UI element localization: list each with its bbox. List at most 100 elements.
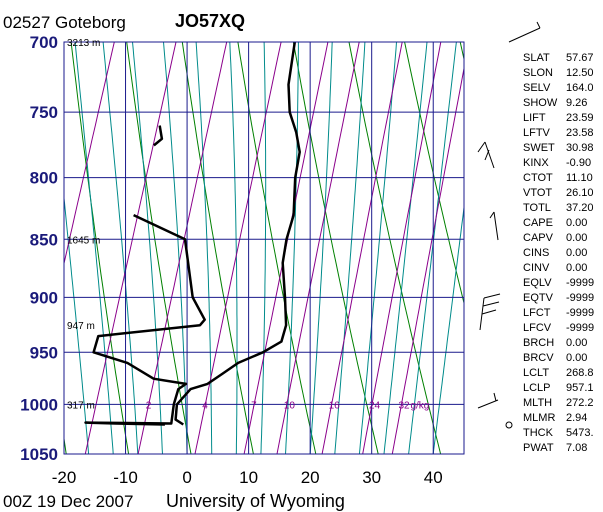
index-value: 272.2 — [566, 397, 594, 409]
pressure-tick-label: 1000 — [20, 395, 58, 414]
index-value: 11.10 — [566, 172, 593, 184]
index-name: LFCV — [523, 322, 552, 334]
temperature-tick-label: 10 — [239, 468, 258, 487]
wind-barb — [508, 27, 541, 43]
mixing-ratio-line — [84, 42, 177, 454]
index-value: 5473. — [566, 427, 594, 439]
index-name: MLTH — [523, 397, 552, 409]
index-name: SLAT — [523, 52, 550, 64]
index-name: BRCH — [523, 337, 554, 349]
index-value: 164.0 — [566, 82, 594, 94]
index-value: -9999 — [566, 292, 594, 304]
index-value: 9.26 — [566, 97, 587, 109]
index-name: KINX — [523, 157, 549, 169]
wind-barb — [483, 293, 501, 299]
index-name: LFTV — [523, 127, 551, 139]
height-label: 1645 m — [67, 235, 100, 246]
dewpoint-profile — [84, 213, 206, 426]
temperature-tick-label: 0 — [182, 468, 191, 487]
pressure-tick-label: 1050 — [20, 445, 58, 464]
index-value: 0.00 — [566, 232, 587, 244]
index-value: -9999 — [566, 307, 594, 319]
index-value: 957.1 — [566, 382, 594, 394]
index-value: 0.00 — [566, 262, 587, 274]
plot-frame — [63, 41, 465, 455]
dewpoint-profile-upper — [153, 125, 164, 147]
height-label: 3213 m — [67, 38, 100, 49]
mixing-ratio-unit: g/kg — [410, 400, 429, 411]
moist-adiabat — [383, 42, 428, 454]
height-label: 317 m — [67, 400, 95, 411]
index-name: CTOT — [523, 172, 553, 184]
index-name: LCLT — [523, 367, 549, 379]
mixing-ratio-line — [276, 42, 360, 454]
mixing-ratio-line — [194, 42, 282, 454]
wind-barb — [489, 211, 495, 219]
index-value: 26.10 — [566, 187, 594, 199]
temperature-profile — [174, 42, 301, 426]
index-name: CAPV — [523, 232, 554, 244]
index-name: CAPE — [523, 217, 553, 229]
wind-barb — [536, 21, 541, 29]
index-name: LIFT — [523, 112, 546, 124]
wind-barb — [493, 392, 497, 402]
index-value: 0.00 — [566, 352, 587, 364]
index-value: -0.90 — [566, 157, 591, 169]
wind-barbs — [477, 21, 541, 429]
index-value: 12.50 — [566, 67, 594, 79]
mixing-ratio-label: 4 — [202, 400, 208, 411]
index-value: -9999 — [566, 277, 594, 289]
moist-adiabat — [408, 42, 457, 454]
dry-adiabat — [348, 42, 442, 454]
moist-adiabat — [260, 42, 267, 454]
moist-adiabat — [334, 42, 366, 454]
index-value: 0.00 — [566, 247, 587, 259]
moist-adiabat — [309, 42, 333, 454]
pressure-tick-label: 950 — [30, 343, 58, 362]
index-value: 7.08 — [566, 442, 587, 454]
mixing-ratio-label: 16 — [329, 400, 341, 411]
index-value: 30.98 — [566, 142, 594, 154]
index-value: 268.8 — [566, 367, 594, 379]
moist-adiabat — [358, 42, 397, 454]
moist-adiabat — [285, 42, 299, 454]
wind-barb — [482, 301, 500, 307]
temperature-tick-label: 40 — [424, 468, 443, 487]
wind-barb — [481, 309, 497, 315]
index-name: THCK — [523, 427, 554, 439]
index-name: LFCT — [523, 307, 551, 319]
index-value: 0.00 — [566, 217, 587, 229]
station-id: JO57XQ — [175, 11, 245, 31]
sounding-time: 00Z 19 Dec 2007 — [3, 492, 133, 511]
pressure-tick-label: 850 — [30, 230, 58, 249]
mixing-ratio-line — [64, 42, 115, 266]
mixing-ratio-line — [243, 42, 329, 454]
index-name: TOTL — [523, 202, 551, 214]
calm-wind-circle — [505, 421, 513, 429]
pressure-tick-label: 900 — [30, 288, 58, 307]
dry-adiabat — [181, 42, 254, 454]
index-name: SELV — [523, 82, 551, 94]
index-value: 23.59 — [566, 112, 594, 124]
index-name: PWAT — [523, 442, 554, 454]
mixing-ratio-label: 2 — [146, 400, 152, 411]
moist-adiabat — [74, 42, 114, 454]
dry-adiabat — [237, 42, 317, 454]
temperature-tick-label: 30 — [362, 468, 381, 487]
moist-adiabat — [102, 42, 139, 454]
index-value: -9999 — [566, 322, 594, 334]
mixing-ratio-line — [137, 42, 228, 454]
index-name: SHOW — [523, 97, 558, 109]
temperature-tick-label: -10 — [113, 468, 138, 487]
dry-adiabat — [126, 42, 192, 454]
index-name: CINS — [523, 247, 549, 259]
index-name: VTOT — [523, 187, 552, 199]
index-name: CINV — [523, 262, 550, 274]
wind-barb — [493, 211, 499, 241]
wind-barb — [477, 141, 486, 153]
stability-indices-table: SLAT 57.67 SLON 12.50 SELV 164.0 SHOW 9.26 LIFT 2… — [523, 52, 594, 454]
profiles — [84, 42, 301, 426]
height-label: 947 m — [67, 321, 95, 332]
